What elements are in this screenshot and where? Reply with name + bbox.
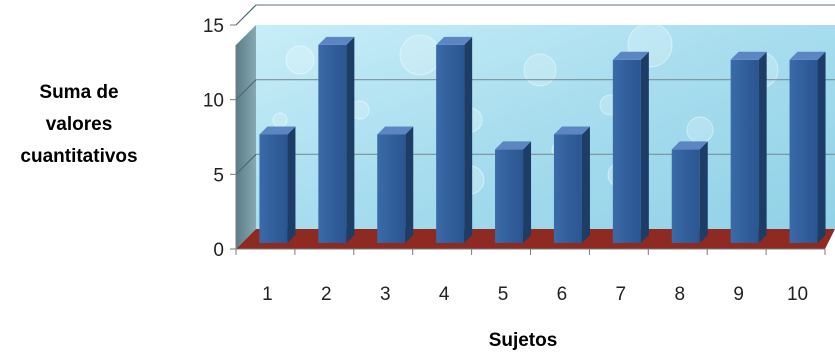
- bar: [553, 126, 590, 243]
- bar-side: [699, 141, 708, 243]
- gridline-side: [235, 79, 257, 101]
- x-tick-label: 8: [674, 284, 685, 305]
- bars-group: [259, 36, 826, 243]
- bar-front: [730, 59, 759, 243]
- bar-front: [436, 44, 465, 243]
- x-tick-label: 6: [557, 284, 568, 305]
- bar-front: [789, 59, 818, 243]
- bar: [789, 51, 826, 243]
- x-tick-labels: 1 2 3 4 5 6 7 8 9 10: [262, 284, 808, 305]
- x-tick-label: 2: [321, 284, 332, 305]
- bar-top: [789, 51, 826, 60]
- bar-side: [581, 126, 590, 243]
- bar: [671, 141, 708, 243]
- bar-top: [377, 126, 414, 135]
- bar-side: [287, 126, 296, 243]
- gridline-side: [235, 4, 257, 26]
- bar-side: [640, 51, 649, 243]
- bar-front: [495, 149, 524, 243]
- gridline-side: [235, 153, 257, 175]
- bar-side: [346, 36, 355, 243]
- bar-top: [495, 141, 532, 150]
- bar-front: [377, 134, 406, 243]
- bar-top: [730, 51, 767, 60]
- bar: [259, 126, 296, 243]
- wall-bubble: [285, 45, 315, 75]
- y-axis-label-line-3: cuantitativos: [20, 146, 137, 167]
- wall-bubble: [272, 112, 288, 128]
- x-tick-label: 5: [498, 284, 509, 305]
- bar-top: [318, 36, 355, 45]
- bar-side: [464, 36, 473, 243]
- bar: [495, 141, 532, 243]
- y-axis-label-line-2: valores: [46, 114, 113, 135]
- bar-front: [671, 149, 700, 243]
- bar-top: [671, 141, 708, 150]
- x-tick-label: 1: [262, 284, 273, 305]
- y-tick-label: 0: [213, 240, 224, 261]
- bar: [377, 126, 414, 243]
- bar-side: [758, 51, 767, 243]
- x-tick-label: 7: [616, 284, 627, 305]
- side-wall: [236, 25, 256, 249]
- x-tick-label: 10: [787, 284, 808, 305]
- bar: [612, 51, 649, 243]
- bar-top: [259, 126, 296, 135]
- bar-front: [259, 134, 288, 243]
- wall-bubble: [686, 116, 714, 144]
- x-tick-label: 9: [733, 284, 744, 305]
- bar-top: [612, 51, 649, 60]
- bar-front: [318, 44, 347, 243]
- wall-bubble: [523, 53, 557, 87]
- bar-front: [553, 134, 582, 243]
- bar-side: [405, 126, 414, 243]
- bar-side: [817, 51, 826, 243]
- axes: [230, 24, 826, 255]
- wall-bubble: [399, 34, 441, 76]
- y-tick-label: 5: [213, 165, 224, 186]
- y-tick-labels: 0 5 10 15: [203, 16, 224, 261]
- bar-top: [553, 126, 590, 135]
- bar-top: [436, 36, 473, 45]
- x-tick-label: 4: [439, 284, 450, 305]
- bar: [318, 36, 355, 243]
- bar-side: [523, 141, 532, 243]
- y-tick-label: 10: [203, 91, 224, 112]
- x-tick-label: 3: [380, 284, 391, 305]
- y-axis-label-line-1: Suma de: [39, 82, 118, 103]
- x-axis-label: Sujetos: [489, 330, 558, 351]
- bar: [436, 36, 473, 243]
- bar: [730, 51, 767, 243]
- y-tick-label: 15: [203, 16, 224, 37]
- bar-front: [612, 59, 641, 243]
